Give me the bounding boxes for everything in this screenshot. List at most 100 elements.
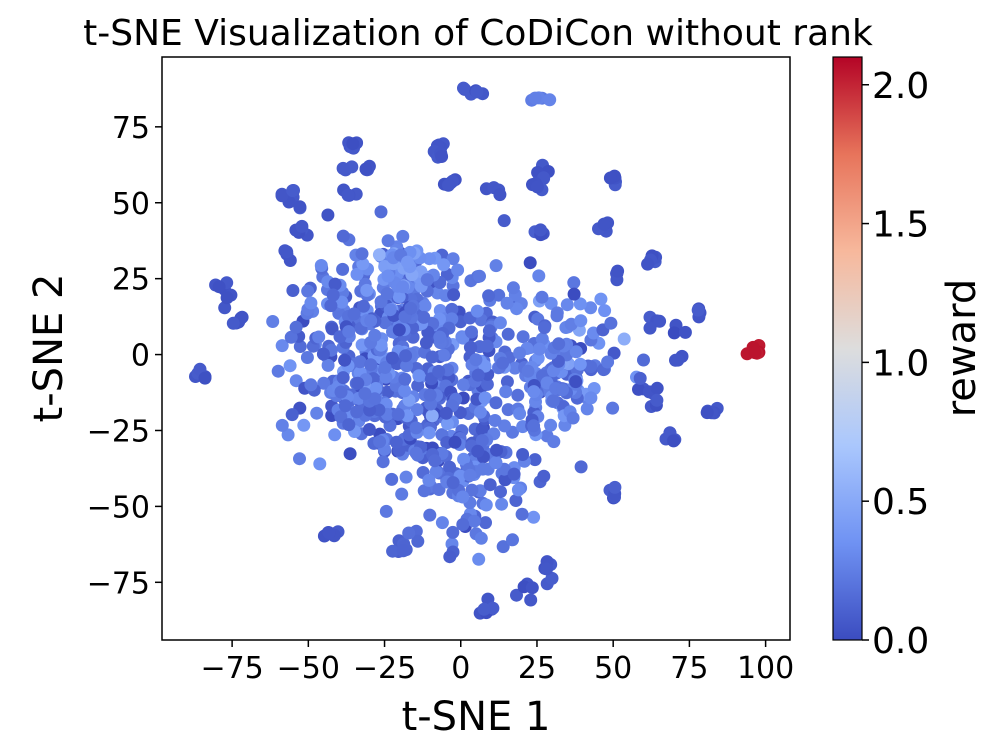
data-point bbox=[437, 258, 451, 272]
y-tick-label: −75 bbox=[87, 566, 150, 601]
x-tick-label: −75 bbox=[200, 651, 263, 686]
data-point bbox=[420, 273, 434, 287]
data-point bbox=[391, 407, 405, 421]
data-point bbox=[669, 353, 682, 367]
data-point bbox=[650, 381, 664, 395]
data-point bbox=[381, 269, 395, 283]
data-point bbox=[477, 602, 491, 616]
data-point bbox=[598, 304, 612, 318]
data-point bbox=[425, 409, 439, 423]
data-point bbox=[528, 453, 542, 467]
data-point bbox=[748, 346, 762, 360]
data-point bbox=[470, 304, 484, 318]
y-tick-label: 75 bbox=[112, 111, 150, 146]
data-point bbox=[409, 421, 423, 435]
data-point bbox=[289, 320, 303, 334]
data-point bbox=[667, 434, 681, 448]
data-point bbox=[516, 448, 530, 461]
data-point bbox=[312, 330, 326, 344]
data-point bbox=[275, 339, 289, 353]
data-point bbox=[467, 514, 481, 528]
data-point bbox=[482, 324, 496, 338]
data-point bbox=[448, 435, 462, 449]
data-point bbox=[353, 355, 367, 369]
x-tick-label: 50 bbox=[594, 651, 632, 686]
data-point bbox=[556, 383, 569, 397]
data-point bbox=[500, 375, 514, 389]
data-point bbox=[386, 544, 400, 558]
data-point bbox=[372, 403, 386, 417]
data-point bbox=[439, 406, 453, 420]
data-point bbox=[395, 487, 409, 501]
data-point bbox=[321, 358, 335, 372]
colorbar-tick-label: 0.0 bbox=[872, 621, 929, 662]
data-point bbox=[456, 490, 470, 504]
data-point bbox=[524, 593, 538, 607]
y-axis-label: t-SNE 2 bbox=[26, 274, 72, 423]
colorbar-tick-label: 2.0 bbox=[872, 66, 929, 107]
data-point bbox=[567, 287, 581, 301]
data-point bbox=[532, 342, 546, 356]
data-point bbox=[457, 378, 470, 392]
data-point bbox=[360, 283, 374, 297]
data-point bbox=[304, 378, 318, 392]
data-point bbox=[301, 284, 315, 298]
data-point bbox=[310, 406, 324, 420]
x-tick-label: −25 bbox=[353, 651, 416, 686]
x-tick-label: 75 bbox=[670, 651, 708, 686]
data-point bbox=[532, 269, 546, 283]
colorbar-tick-label: 1.5 bbox=[872, 205, 929, 246]
data-point bbox=[540, 562, 554, 576]
data-point bbox=[284, 330, 298, 344]
data-point bbox=[275, 418, 289, 432]
data-point bbox=[510, 588, 523, 602]
data-point bbox=[412, 369, 426, 383]
data-point bbox=[525, 581, 539, 595]
data-point bbox=[396, 544, 410, 558]
data-point bbox=[364, 314, 378, 328]
data-point bbox=[527, 385, 541, 399]
data-point bbox=[617, 332, 631, 346]
data-point bbox=[341, 188, 355, 202]
data-point bbox=[604, 316, 618, 330]
data-point bbox=[423, 388, 437, 402]
data-point bbox=[423, 508, 437, 522]
data-point bbox=[480, 339, 494, 353]
data-point bbox=[530, 180, 544, 194]
data-point bbox=[573, 297, 587, 311]
data-point bbox=[498, 419, 511, 433]
data-point bbox=[511, 483, 525, 497]
data-point bbox=[328, 277, 342, 291]
data-point bbox=[632, 382, 645, 396]
data-point bbox=[343, 447, 357, 461]
data-point bbox=[324, 299, 338, 313]
data-point bbox=[537, 469, 551, 483]
data-point bbox=[293, 340, 307, 353]
data-point bbox=[285, 408, 299, 422]
data-point bbox=[380, 287, 394, 301]
data-point bbox=[479, 498, 493, 512]
data-point bbox=[399, 470, 413, 484]
data-point bbox=[293, 200, 307, 214]
y-tick-label: −50 bbox=[87, 490, 150, 525]
data-point bbox=[489, 259, 503, 273]
data-point bbox=[396, 229, 410, 243]
data-point bbox=[560, 298, 574, 312]
data-point bbox=[389, 435, 403, 449]
data-point bbox=[471, 444, 485, 458]
data-point bbox=[437, 348, 450, 362]
data-point bbox=[508, 361, 522, 375]
data-point bbox=[304, 296, 318, 310]
data-point bbox=[281, 428, 295, 442]
data-point bbox=[381, 234, 395, 248]
data-point bbox=[376, 455, 390, 469]
data-point bbox=[355, 247, 369, 261]
data-point bbox=[480, 377, 494, 391]
data-point bbox=[411, 379, 425, 393]
data-point bbox=[334, 385, 348, 399]
data-point bbox=[317, 376, 331, 390]
data-point bbox=[513, 407, 527, 421]
data-point bbox=[351, 376, 365, 390]
data-point bbox=[535, 332, 549, 346]
